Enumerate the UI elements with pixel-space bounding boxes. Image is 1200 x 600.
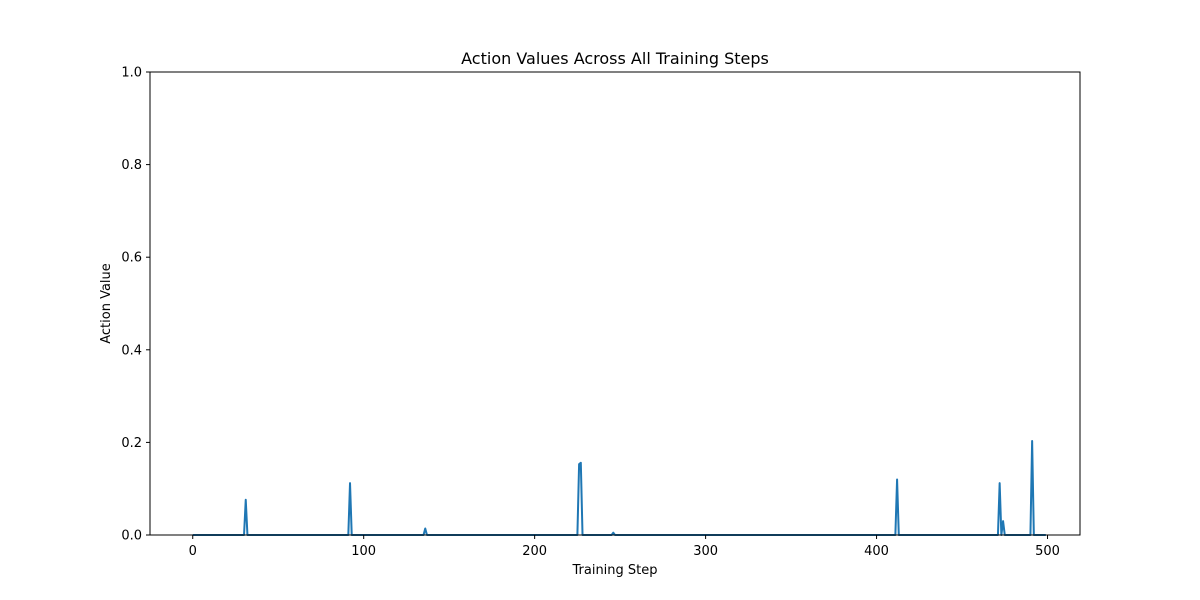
y-tick-label: 0.8 bbox=[121, 158, 142, 173]
x-tick-label: 300 bbox=[693, 544, 718, 559]
y-tick-label: 0.6 bbox=[121, 251, 142, 266]
y-tick-label: 0.4 bbox=[121, 343, 142, 358]
x-tick-label: 200 bbox=[522, 544, 547, 559]
x-axis-label: Training Step bbox=[571, 563, 657, 578]
y-tick-label: 1.0 bbox=[121, 66, 142, 81]
plot-frame bbox=[149, 71, 1081, 536]
x-tick-label: 400 bbox=[864, 544, 889, 559]
y-tick-label: 0.0 bbox=[121, 529, 142, 544]
x-tick-label: 0 bbox=[189, 544, 197, 559]
x-tick-label: 100 bbox=[351, 544, 376, 559]
x-tick-label: 500 bbox=[1035, 544, 1060, 559]
series-line-0 bbox=[192, 440, 1046, 536]
x-axis: 0 100 200 300 400 500 bbox=[189, 535, 1060, 559]
y-axis: 0.0 0.2 0.4 0.6 0.8 1.0 bbox=[121, 66, 150, 544]
y-axis-label: Action Value bbox=[99, 263, 114, 344]
chart-title: Action Values Across All Training Steps bbox=[461, 49, 769, 68]
y-tick-label: 0.2 bbox=[121, 436, 142, 451]
series-layer bbox=[192, 440, 1046, 536]
